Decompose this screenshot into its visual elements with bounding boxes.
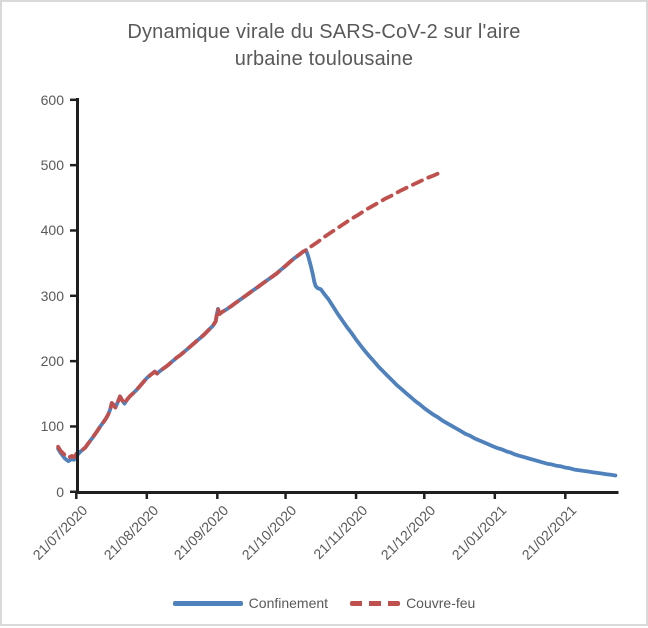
chart-title: Dynamique virale du SARS-CoV-2 sur l'air…	[2, 19, 646, 73]
y-tick-label: 100	[40, 418, 64, 435]
y-tick-label: 200	[40, 353, 64, 370]
y-tick-label: 600	[40, 91, 64, 108]
y-tick-label: 400	[40, 222, 64, 239]
y-tick-label: 0	[56, 483, 64, 500]
chart-title-line-2: urbaine toulousaine	[234, 48, 414, 70]
confinement-line-swatch	[172, 600, 243, 606]
y-tick-label: 300	[40, 287, 64, 304]
confinement-line	[56, 248, 618, 478]
couvre-feu-line	[56, 169, 445, 460]
y-tick-label: 500	[40, 157, 64, 174]
chart-title-line-1: Dynamique virale du SARS-CoV-2 sur l'air…	[127, 21, 521, 43]
legend-label-confinement: Confinement	[248, 595, 329, 611]
couvre-feu-line-swatch	[350, 600, 401, 606]
legend-item-couvre-feu: Couvre-feu	[350, 595, 475, 611]
legend: Confinement Couvre-feu	[2, 591, 646, 615]
legend-item-confinement: Confinement	[172, 595, 329, 611]
legend-label-couvre-feu: Couvre-feu	[406, 595, 476, 611]
